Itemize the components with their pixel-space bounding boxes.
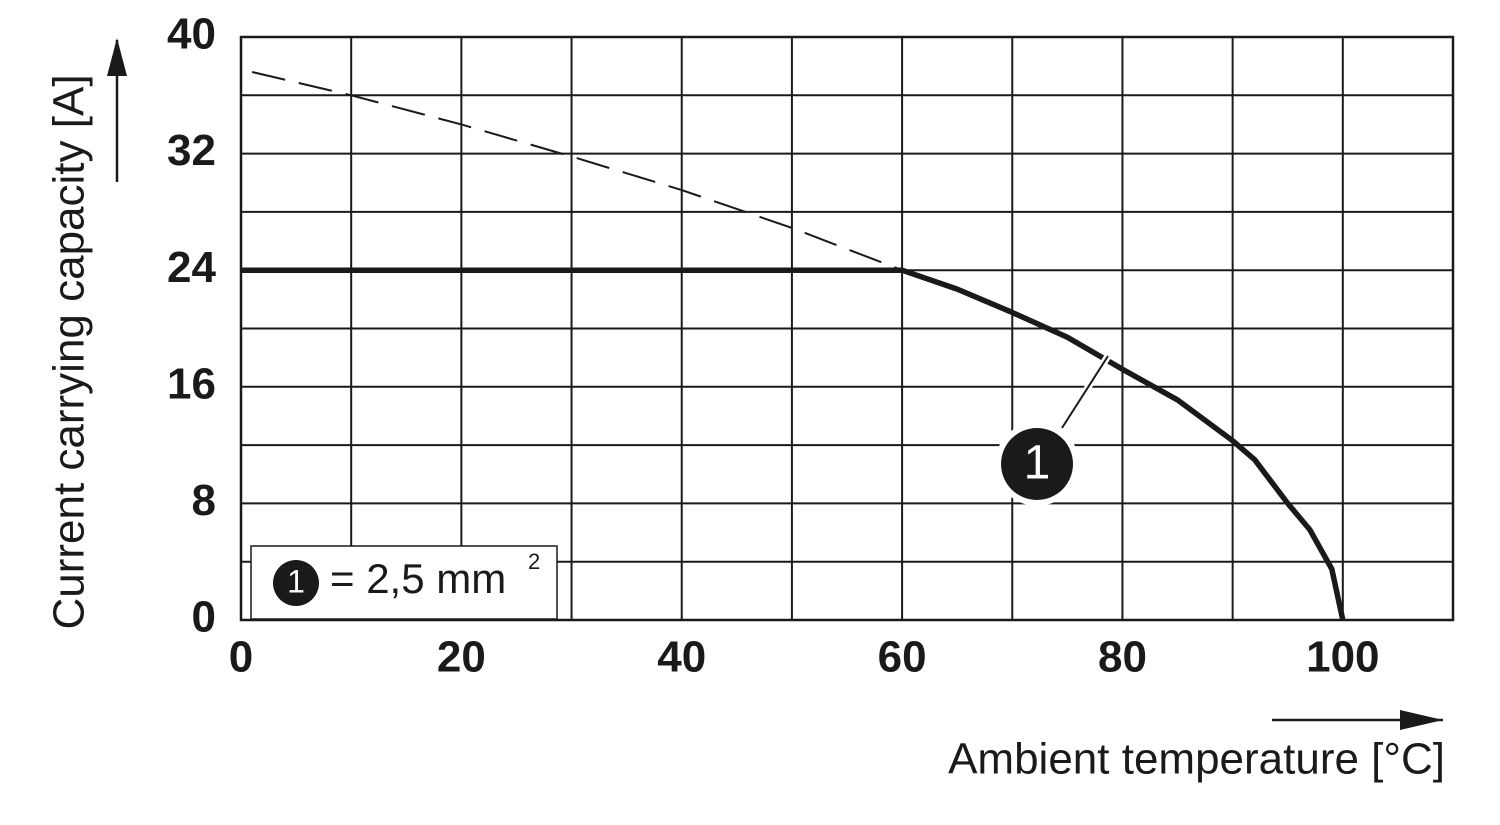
y-tick-label: 0 [192,593,216,642]
x-axis-arrowhead [1400,710,1443,730]
plot-frame [239,35,1455,622]
legend-superscript: 2 [528,549,540,574]
y-tick-label: 16 [167,359,216,408]
plot-lines [241,71,1346,621]
annotation: 1 [995,354,1111,506]
x-tick-label: 80 [1098,633,1147,682]
leader-line [1061,355,1109,429]
legend-label: = 2,5 mm [330,555,506,602]
legend-marker-label: 1 [287,563,305,599]
legend: 1 = 2,5 mm 2 [250,545,558,620]
series-line [241,267,1346,621]
y-axis-title: Current carrying capacity [A] [45,74,94,629]
y-axis-arrowhead [107,38,127,76]
y-tick-label: 40 [167,10,216,59]
dashed-line [251,71,903,272]
x-tick-label: 40 [657,633,706,682]
x-axis-title: Ambient temperature [°C] [948,735,1445,784]
y-tick-label: 24 [167,243,216,292]
y-tick-label: 32 [167,126,216,175]
x-tick-label: 60 [878,633,927,682]
annotation-marker [1001,428,1073,500]
x-tick-label: 20 [437,633,486,682]
x-tick-label: 0 [229,633,253,682]
legend-marker [273,560,319,606]
grid [240,36,1454,621]
annotation-label: 1 [1024,437,1051,490]
x-tick-label: 100 [1306,633,1379,682]
y-tick-label: 8 [192,476,216,525]
